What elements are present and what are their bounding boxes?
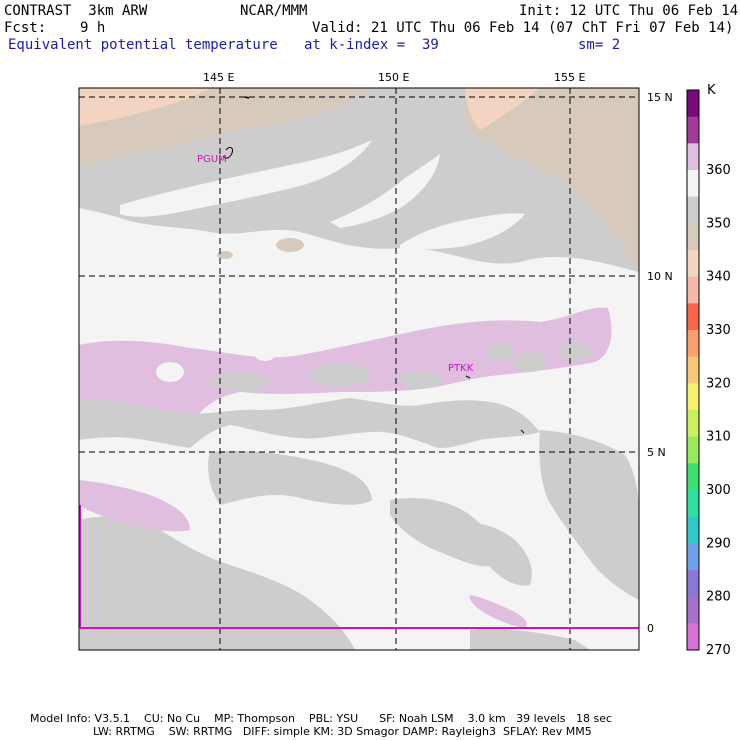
colorbar-label: 280 [706, 590, 731, 605]
colorbar-swatch [687, 463, 699, 491]
colorbar-swatch [687, 543, 699, 571]
center-title: NCAR/MMM [240, 3, 308, 19]
gray-swath-small [460, 523, 532, 586]
colorbar-label: 300 [706, 483, 731, 498]
gray-cell [559, 343, 591, 361]
colorbar-swatch [687, 303, 699, 331]
forecast-label: Fcst: [4, 20, 47, 36]
lat-tick-0: 0 [647, 622, 654, 635]
colorbar-swatch [687, 143, 699, 171]
tan-spot [276, 238, 304, 252]
colorbar-swatch [687, 250, 699, 278]
colorbar-swatch [687, 516, 699, 544]
island-marker [244, 96, 250, 99]
colorbar-swatch [687, 276, 699, 304]
map-frame [78, 87, 640, 651]
colorbar-swatch [687, 116, 699, 144]
level-label: at k-index = 39 [304, 37, 439, 53]
lat-tick-5n: 5 N [647, 446, 666, 459]
footer-physics-info: LW: RRTMG SW: RRTMG DIFF: simple KM: 3D … [30, 725, 592, 738]
gray-swath-south-central [390, 498, 497, 567]
gray-cell [514, 352, 546, 372]
model-title: CONTRAST 3km ARW [4, 3, 148, 19]
colorbar-swatch [687, 196, 699, 224]
light-streak-central [330, 154, 440, 228]
lat-tick-10n: 10 N [647, 270, 673, 283]
colorbar-swatch [687, 623, 699, 651]
tan-region-northeast [464, 88, 639, 272]
light-hole [156, 362, 184, 382]
colorbar-frame [686, 89, 700, 651]
colorbar-swatch [687, 356, 699, 384]
purple-patch-southwest [79, 480, 190, 532]
colorbar-label: 340 [706, 270, 731, 285]
graticule [79, 88, 639, 650]
colorbar-swatch [687, 490, 699, 518]
light-streak-north [120, 140, 372, 217]
gray-band-central [79, 398, 540, 448]
gray-cell [310, 363, 370, 387]
guam-coastline [222, 146, 233, 159]
peach-region-northeast [465, 88, 540, 130]
station-label-ptkk: PTKK [448, 363, 474, 374]
colorbar-label: 270 [706, 643, 731, 658]
smoothing-label: sm= 2 [578, 37, 621, 53]
gray-swath-south [208, 450, 372, 505]
colorbar-label: 330 [706, 323, 731, 338]
tan-spot [217, 251, 233, 259]
gray-swath-southwest [79, 516, 355, 650]
theta-e-field [79, 88, 639, 650]
light-streak-east [400, 213, 525, 250]
colorbar-label: 350 [706, 216, 731, 231]
colorbar-label: 290 [706, 536, 731, 551]
lon-tick-145: 145 E [203, 71, 235, 84]
colorbar-swatch [687, 223, 699, 251]
light-hole [255, 349, 275, 361]
colorbar-label: 360 [706, 163, 731, 178]
init-time: Init: 12 UTC Thu 06 Feb 14 [519, 3, 739, 19]
gray-swath-east [539, 430, 639, 600]
lon-tick-150: 150 E [378, 71, 410, 84]
footer-model-info: Model Info: V3.5.1 CU: No Cu MP: Thompso… [30, 712, 613, 725]
gray-cell [210, 372, 270, 392]
station-label-pgum: PGUM [197, 154, 227, 165]
gray-swath-bottom [470, 628, 590, 650]
colorbar-label: 320 [706, 376, 731, 391]
gray-cell [486, 342, 514, 362]
colorbar-swatch [687, 90, 699, 118]
colorbar-swatch [687, 170, 699, 198]
legend-unit: K [707, 83, 716, 98]
lat-tick-15n: 15 N [647, 91, 673, 104]
purple-patch-south [469, 595, 527, 628]
colorbar: 360 350 340 330 320 310 300 290 280 270 [686, 89, 731, 658]
colorbar-swatch [687, 570, 699, 598]
field-name: Equivalent potential temperature [8, 37, 278, 53]
gray-cell [398, 371, 442, 389]
lon-tick-155: 155 E [554, 71, 586, 84]
colorbar-label: 310 [706, 430, 731, 445]
valid-time: Valid: 21 UTC Thu 06 Feb 14 (07 ChT Fri … [312, 20, 734, 36]
island-marker [520, 429, 525, 434]
colorbar-swatch [687, 330, 699, 358]
colorbar-swatch [687, 436, 699, 464]
forecast-hour: 9 h [80, 20, 106, 36]
colorbar-swatch [687, 596, 699, 624]
colorbar-swatch [687, 383, 699, 411]
colorbar-swatch [687, 410, 699, 438]
chuuk-coastline [465, 375, 471, 379]
